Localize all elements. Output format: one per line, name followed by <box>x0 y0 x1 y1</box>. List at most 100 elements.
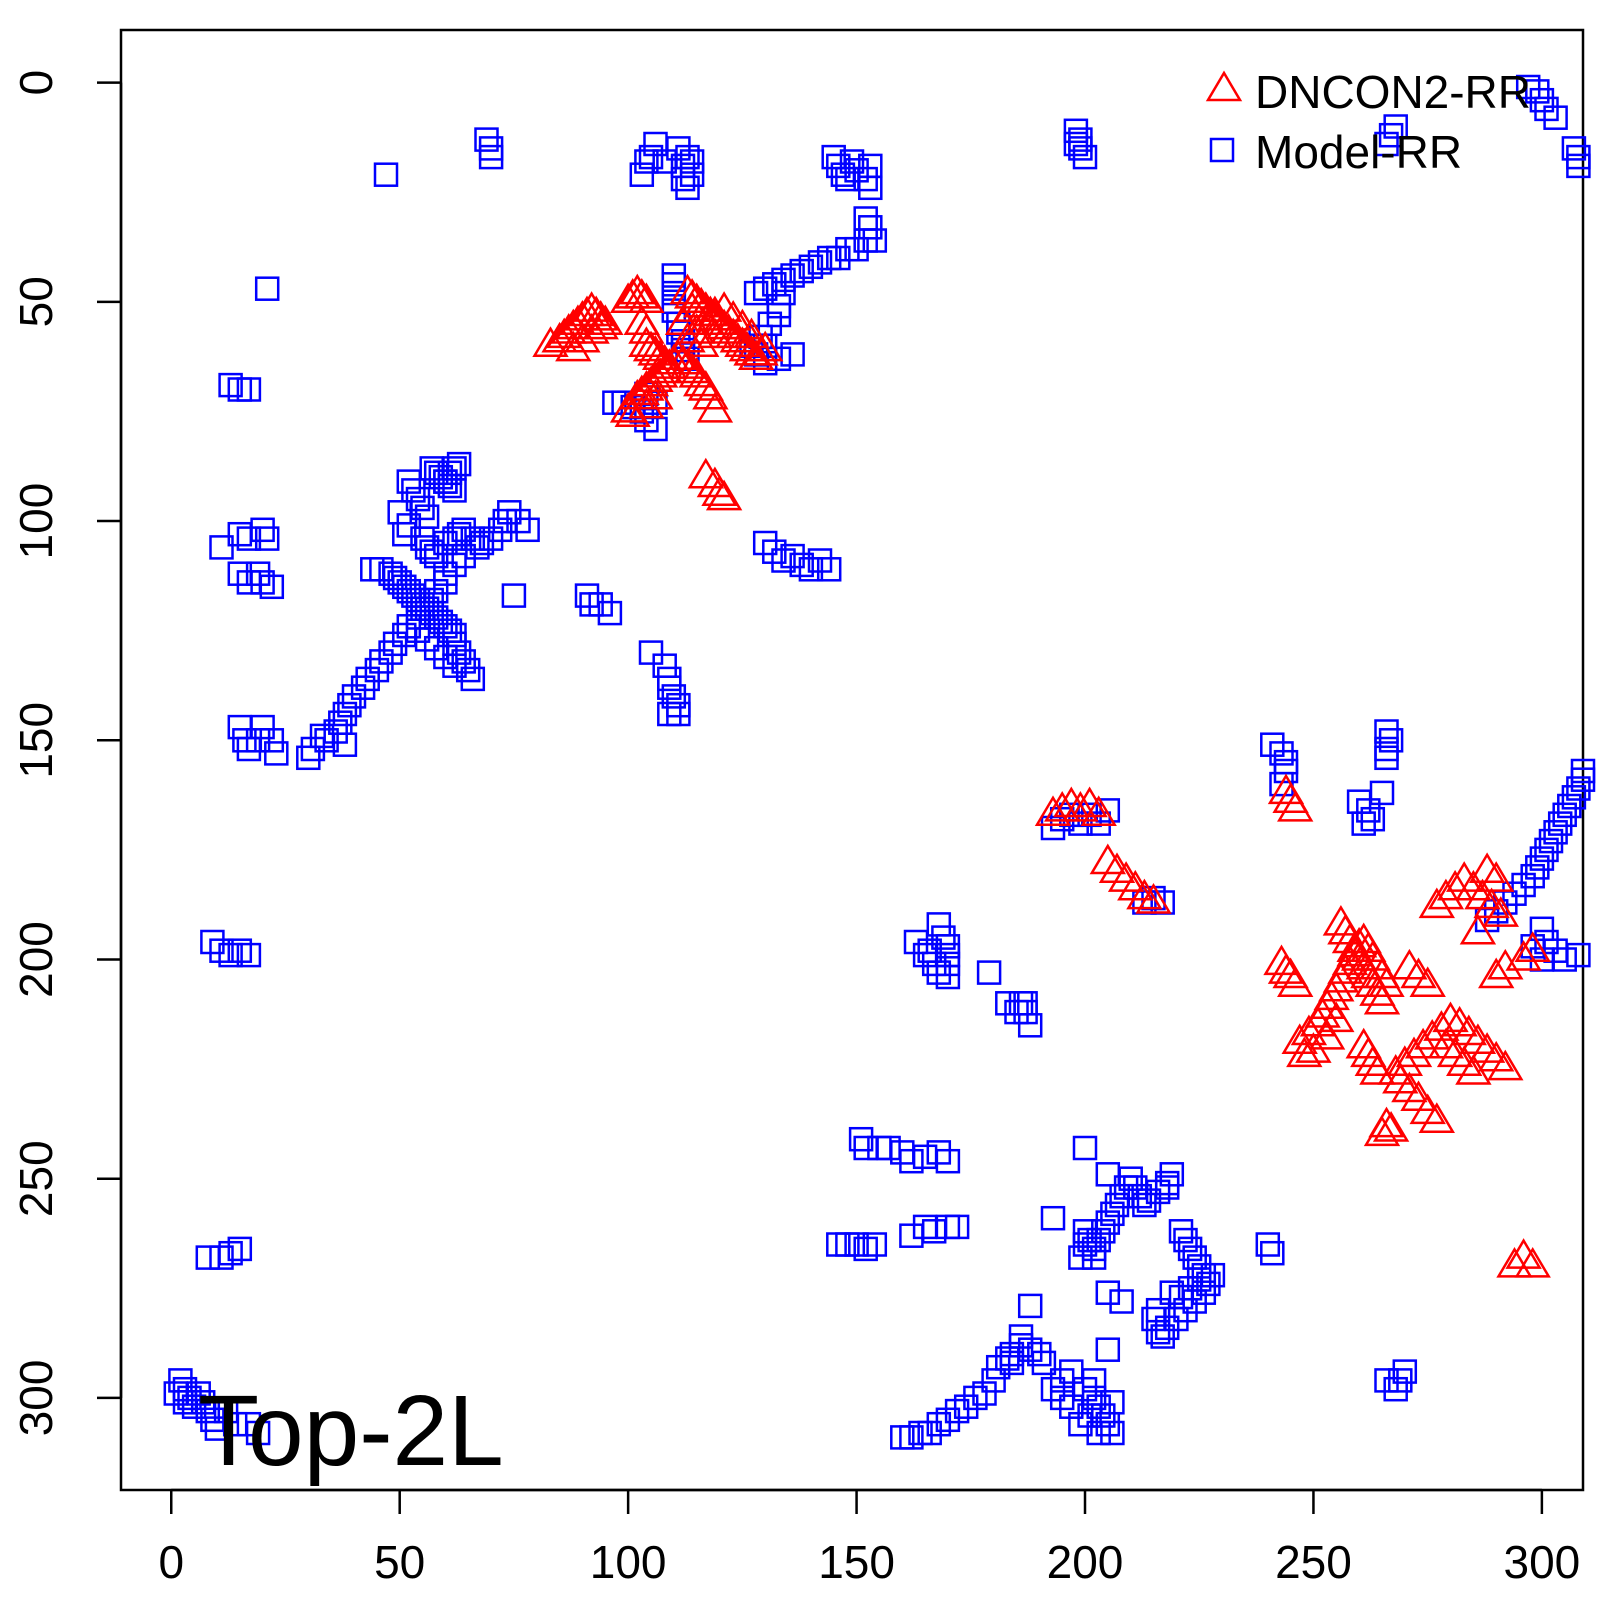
model-rr-point <box>1260 732 1285 757</box>
model-rr-point <box>172 1376 198 1402</box>
model-rr-point <box>1196 1271 1221 1297</box>
dncon2-rr-point <box>628 387 665 419</box>
model-rr-point <box>807 250 833 275</box>
dncon2-rr-point <box>669 348 706 379</box>
model-rr-point <box>378 561 403 586</box>
x-tick-label: 100 <box>590 1536 667 1588</box>
dncon2-rr-point <box>1400 1080 1437 1112</box>
dncon2-rr-point <box>1062 790 1099 822</box>
model-rr-point <box>1072 144 1098 170</box>
dncon2-rr-point <box>1459 913 1497 945</box>
series-model-rr <box>163 74 1596 1450</box>
dncon2-rr-point <box>1482 896 1519 927</box>
dncon2-rr-point <box>555 330 592 362</box>
model-rr-point <box>396 513 422 538</box>
dncon2-rr-point <box>573 291 610 322</box>
dncon2-rr-point <box>696 295 734 327</box>
dncon2-rr-point <box>696 391 734 423</box>
dncon2-rr-point <box>1478 1040 1515 1072</box>
dncon2-rr-point <box>628 326 665 357</box>
model-rr-point <box>350 675 376 700</box>
model-rr-point <box>821 144 846 170</box>
model-rr-point <box>1100 1390 1125 1415</box>
model-rr-point <box>1383 1376 1408 1402</box>
x-axis: 0 50 100 150 200 250 300 <box>158 1488 1580 1588</box>
model-rr-point <box>858 215 883 240</box>
model-rr-point <box>382 565 408 591</box>
model-rr-point <box>1374 131 1399 157</box>
model-rr-point <box>314 728 339 753</box>
x-tick-label: 0 <box>158 1536 184 1588</box>
model-rr-point <box>1159 1162 1185 1187</box>
x-tick-label: 150 <box>818 1536 895 1588</box>
model-rr-point <box>323 719 348 744</box>
dncon2-rr-point <box>632 330 670 362</box>
dncon2-rr-point <box>1372 1111 1410 1142</box>
dncon2-rr-point <box>1436 1036 1474 1068</box>
model-rr-point <box>419 539 444 564</box>
dncon2-rr-point <box>1126 878 1163 910</box>
dncon2-rr-point <box>1427 1027 1465 1059</box>
model-rr-point <box>816 245 842 271</box>
model-rr-point <box>1091 1219 1116 1244</box>
model-rr-point <box>762 539 787 564</box>
model-rr-point <box>337 692 362 718</box>
dncon2-rr-point <box>1404 1027 1442 1059</box>
model-rr-point <box>743 280 769 306</box>
model-rr-point <box>451 543 476 569</box>
model-rr-point <box>661 684 687 709</box>
model-rr-point <box>588 592 613 617</box>
model-rr-point <box>1027 1341 1052 1367</box>
model-rr-point <box>675 175 700 201</box>
model-rr-point <box>657 675 682 700</box>
model-rr-point <box>1068 1245 1093 1270</box>
model-rr-point <box>405 486 431 512</box>
model-rr-point <box>780 263 805 288</box>
dncon2-rr-point <box>1468 852 1506 884</box>
model-rr-point <box>172 1390 198 1415</box>
model-rr-point <box>423 543 449 569</box>
model-rr-point <box>1561 136 1587 161</box>
dncon2-rr-point <box>1400 957 1437 989</box>
model-rr-point <box>935 1148 961 1174</box>
model-rr-point <box>1081 1245 1107 1270</box>
dncon2-rr-point <box>683 326 720 357</box>
model-rr-point <box>789 258 814 284</box>
model-rr-point <box>1063 118 1089 144</box>
model-rr-point <box>455 657 481 683</box>
model-rr-point <box>1388 1368 1413 1393</box>
model-rr-point <box>250 714 275 740</box>
model-rr-point <box>396 614 422 639</box>
dncon2-rr-point <box>1071 786 1108 818</box>
model-rr-point <box>597 600 623 626</box>
dncon2-rr-point <box>1135 883 1172 914</box>
dncon2-rr-point <box>1418 887 1455 919</box>
model-rr-point <box>935 964 961 990</box>
annotation-label: Top-2L <box>198 1375 504 1487</box>
model-rr-point <box>1534 96 1559 122</box>
legend-label-model-rr: Model-RR <box>1255 126 1462 178</box>
model-rr-point <box>195 1245 221 1270</box>
model-rr-point <box>679 162 705 187</box>
dncon2-rr-point <box>609 282 647 314</box>
model-rr-point <box>1031 1350 1057 1376</box>
dncon2-rr-point <box>1478 861 1515 892</box>
model-rr-point <box>944 1214 970 1240</box>
model-rr-point <box>835 236 860 262</box>
model-rr-point <box>451 649 476 674</box>
model-rr-point <box>963 1385 988 1411</box>
dncon2-rr-point <box>619 273 656 305</box>
model-rr-point <box>903 929 929 955</box>
dncon2-rr-point <box>705 479 743 511</box>
model-rr-point <box>1095 1280 1121 1305</box>
dncon2-rr-point <box>1514 931 1551 962</box>
model-rr-point <box>382 631 408 657</box>
model-rr-point <box>944 1398 970 1424</box>
dncon2-rr-point <box>582 308 619 340</box>
model-rr-point <box>200 929 225 955</box>
model-rr-point <box>460 526 486 551</box>
model-rr-point <box>666 701 691 727</box>
model-rr-point <box>401 583 426 608</box>
dncon2-rr-point <box>587 304 624 336</box>
model-rr-point <box>917 1420 942 1446</box>
